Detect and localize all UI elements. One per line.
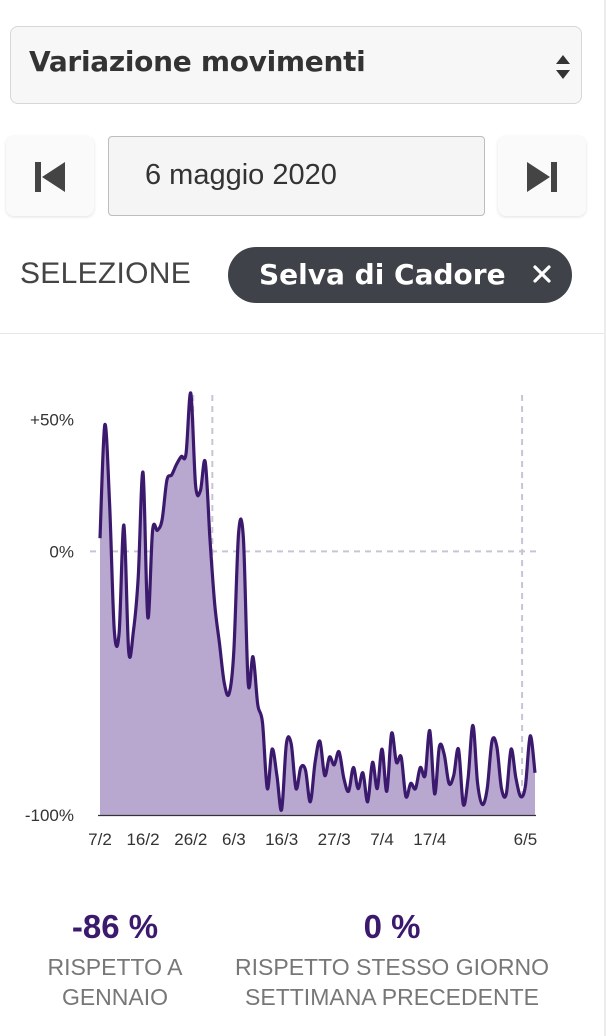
chart-x-tick-label: 16/3 <box>265 830 298 849</box>
chart-area <box>100 392 535 815</box>
selection-chip-label: Selva di Cadore <box>259 258 506 291</box>
selection-label: SELEZIONE <box>20 257 192 290</box>
chart-y-tick-label: -100% <box>25 806 74 825</box>
chart-y-tick-label: 0% <box>49 542 74 561</box>
stat-vs-prev-week-caption: RISPETTO STESSO GIORNO SETTIMANA PRECEDE… <box>210 952 574 1012</box>
movement-chart: +50% 0% -100% 7/2 16/2 26/2 6/3 16/3 27/3 7/4 17/… <box>25 391 540 849</box>
next-day-button[interactable] <box>498 136 586 216</box>
panel-border <box>604 0 606 1036</box>
chart-series-line <box>98 391 537 812</box>
close-icon[interactable] <box>532 264 552 284</box>
stat-vs-prev-week: 0 % RISPETTO STESSO GIORNO SETTIMANA PRE… <box>210 908 574 1012</box>
skip-previous-icon <box>35 162 65 192</box>
date-value: 6 maggio 2020 <box>145 159 337 191</box>
section-divider <box>0 333 604 334</box>
stat-caption-line: RISPETTO A <box>47 954 183 980</box>
stat-vs-prev-week-value: 0 % <box>363 908 421 945</box>
chart-x-tick-label: 7/4 <box>370 830 394 849</box>
chart-x-tick-label: 27/3 <box>318 830 351 849</box>
stat-vs-january-value: -86 % <box>71 908 159 945</box>
stat-vs-january: -86 % RISPETTO A GENNAIO <box>10 908 220 1012</box>
chart-x-tick-label: 16/2 <box>126 830 159 849</box>
skip-next-icon <box>527 162 557 192</box>
stat-caption-line: SETTIMANA PRECEDENTE <box>245 984 539 1010</box>
stat-caption-line: RISPETTO STESSO GIORNO <box>235 954 549 980</box>
chart-x-tick-label: 17/4 <box>413 830 446 849</box>
select-arrows-icon <box>556 55 570 79</box>
chart-x-tick-label: 6/3 <box>222 830 246 849</box>
stat-vs-january-caption: RISPETTO A GENNAIO <box>10 952 220 1012</box>
date-input[interactable]: 6 maggio 2020 <box>108 136 485 216</box>
prev-day-button[interactable] <box>6 136 94 216</box>
selection-chip: Selva di Cadore <box>228 247 572 303</box>
chart-x-tick-label: 26/2 <box>174 830 207 849</box>
metric-select-value: Variazione movimenti <box>29 45 366 78</box>
chart-x-tick-label: 6/5 <box>514 830 538 849</box>
metric-select[interactable]: Variazione movimenti <box>10 26 582 104</box>
chart-y-tick-label: +50% <box>30 411 74 430</box>
chart-x-tick-label: 7/2 <box>88 830 112 849</box>
stat-caption-line: GENNAIO <box>61 984 169 1010</box>
